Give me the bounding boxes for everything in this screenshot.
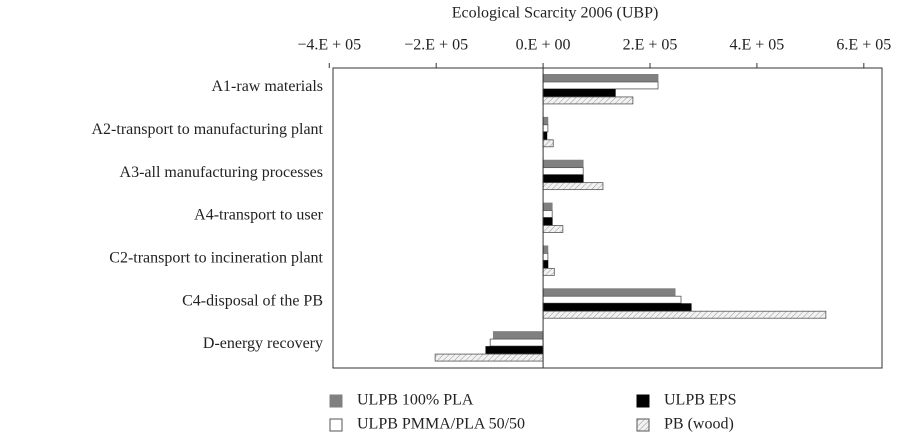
bar [542,159,584,168]
y-tick-label: A2-transport to manufacturing plant [92,121,324,138]
y-tick-label: A3-all manufacturing processes [120,164,323,181]
x-tick-label: 2.E + 05 [623,37,678,54]
bar [542,310,827,319]
bar [542,245,549,254]
x-tick-label: 6.E + 05 [836,37,891,54]
plot-area [332,67,883,369]
bar [542,139,554,148]
bar [542,89,616,97]
legend-label: ULPB PMMA/PLA 50/50 [357,416,525,433]
bar [542,295,682,304]
bar [542,225,564,233]
bar [489,338,544,347]
bar [542,182,604,191]
bar [542,217,553,226]
bar [542,288,676,297]
legend-label: PB (wood) [664,416,734,433]
x-tick-label: 0.E + 00 [516,37,571,54]
bar [434,353,544,362]
bar [542,74,659,82]
x-axis-label: Ecological Scarcity 2006 (UBP) [452,5,659,22]
bar [542,167,584,176]
bar [542,124,549,133]
legend-swatch [329,418,343,432]
bar [542,252,549,261]
y-tick-label: D-energy recovery [203,335,323,352]
bar [542,210,553,218]
bar [492,331,544,339]
x-tick-label: −2.E + 05 [404,37,468,54]
legend-label: ULPB EPS [664,392,736,409]
bar [542,202,553,211]
legend-swatch [329,394,343,408]
bar [542,131,548,140]
legend-swatch [636,418,650,432]
bar [542,96,634,105]
y-tick-label: C4-disposal of the PB [182,292,323,309]
x-tick-label: 4.E + 05 [730,37,785,54]
x-tick-label: −4.E + 05 [297,37,361,54]
bar [542,174,584,183]
y-tick-label: A4-transport to user [194,207,324,224]
bar [542,260,549,269]
legend-label: ULPB 100% PLA [357,392,474,409]
bar [542,267,555,276]
y-tick-label: C2-transport to incineration plant [109,250,323,267]
bar [485,346,544,354]
legend-swatch [636,394,650,408]
bar [542,81,659,90]
bar [542,116,549,125]
bar [542,303,692,312]
y-tick-label: A1-raw materials [211,78,323,95]
